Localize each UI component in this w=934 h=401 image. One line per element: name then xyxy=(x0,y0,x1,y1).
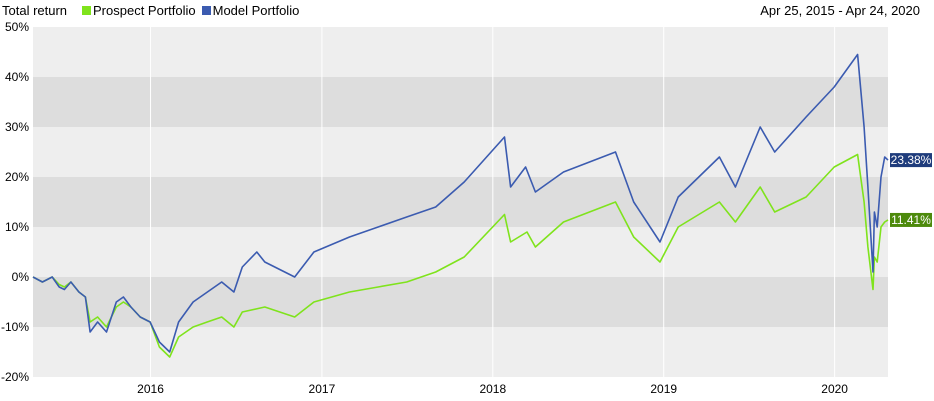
end-label-bg-model xyxy=(890,153,932,168)
legend-item-model[interactable]: Model Portfolio xyxy=(201,3,300,18)
chart-header: Total return Prospect Portfolio Model Po… xyxy=(0,0,934,22)
y-axis-ticks: 50% 40% 30% 20% 10% 0% -10% -20% xyxy=(1,20,29,384)
legend-label-prospect: Prospect Portfolio xyxy=(93,3,196,18)
legend-swatch-model xyxy=(201,6,211,15)
y-tick-label: -10% xyxy=(1,320,29,334)
legend-swatch-prospect xyxy=(82,6,91,15)
band xyxy=(33,27,888,77)
x-tick-label: 2017 xyxy=(309,382,336,396)
y-tick-label: -20% xyxy=(1,370,29,384)
y-tick-label: 20% xyxy=(5,170,29,184)
legend: Prospect Portfolio Model Portfolio xyxy=(82,3,299,18)
gridlines xyxy=(150,27,836,377)
x-tick-label: 2018 xyxy=(479,382,506,396)
end-label-bg-prospect xyxy=(890,212,932,227)
y-tick-label: 0% xyxy=(12,270,30,284)
end-labels: 11.41% 23.38% xyxy=(890,153,932,227)
date-range: Apr 25, 2015 - Apr 24, 2020 xyxy=(760,3,920,18)
x-axis-ticks: 2016 2017 2018 2019 2020 xyxy=(137,382,848,396)
end-label-prospect: 11.41% xyxy=(891,213,931,227)
y-tick-label: 10% xyxy=(5,220,29,234)
y-tick-label: 50% xyxy=(5,20,29,34)
y-tick-label: 30% xyxy=(5,120,29,134)
x-tick-label: 2019 xyxy=(650,382,677,396)
chart-title: Total return xyxy=(2,3,68,18)
band xyxy=(33,127,888,177)
background-bands xyxy=(33,27,888,377)
end-label-model: 23.38% xyxy=(891,153,932,167)
band xyxy=(33,277,888,327)
x-tick-label: 2016 xyxy=(137,382,164,396)
band xyxy=(33,77,888,127)
legend-item-prospect[interactable]: Prospect Portfolio xyxy=(82,3,196,18)
x-tick-label: 2020 xyxy=(821,382,848,396)
series-line-prospect xyxy=(32,153,889,358)
series-line-model xyxy=(32,53,889,353)
y-tick-label: 40% xyxy=(5,70,29,84)
band xyxy=(33,327,888,377)
legend-label-model: Model Portfolio xyxy=(212,3,300,18)
series-lines xyxy=(32,53,889,358)
band xyxy=(33,227,888,277)
